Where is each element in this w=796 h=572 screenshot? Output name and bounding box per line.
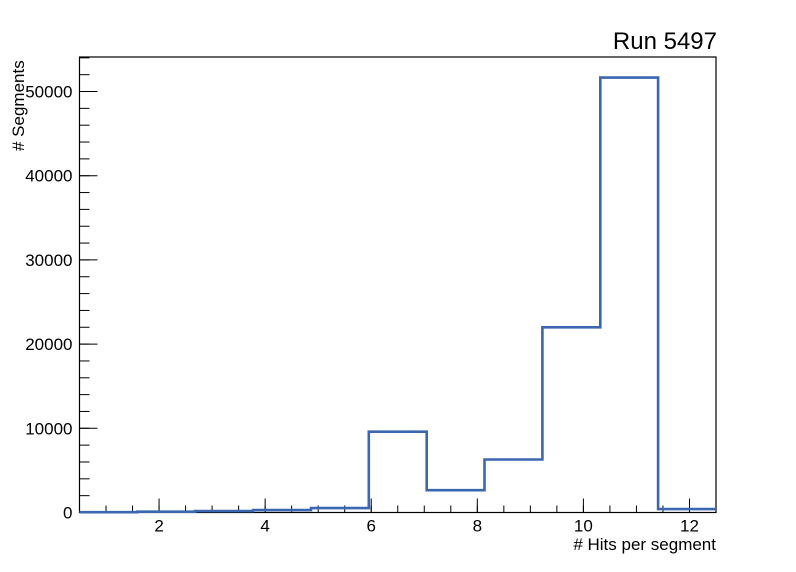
x-tick-label: 4 bbox=[260, 517, 269, 536]
x-tick-label: 2 bbox=[154, 517, 163, 536]
y-axis-title: # Segments bbox=[9, 60, 28, 151]
chart-title: Run 5497 bbox=[612, 28, 717, 55]
y-tick-label: 30000 bbox=[25, 251, 72, 270]
x-tick-label: 6 bbox=[366, 517, 375, 536]
x-tick-label: 10 bbox=[574, 517, 593, 536]
x-tick-label: 8 bbox=[473, 517, 482, 536]
x-axis-title: # Hits per segment bbox=[573, 535, 716, 554]
x-tick-label: 12 bbox=[680, 517, 699, 536]
histogram-line bbox=[79, 76, 716, 514]
y-tick-label: 50000 bbox=[25, 83, 72, 102]
y-tick-label: 40000 bbox=[25, 167, 72, 186]
plot-frame bbox=[78, 56, 717, 514]
y-tick-label: 0 bbox=[63, 504, 72, 523]
y-tick-label: 20000 bbox=[25, 335, 72, 354]
y-tick-label: 10000 bbox=[25, 419, 72, 438]
